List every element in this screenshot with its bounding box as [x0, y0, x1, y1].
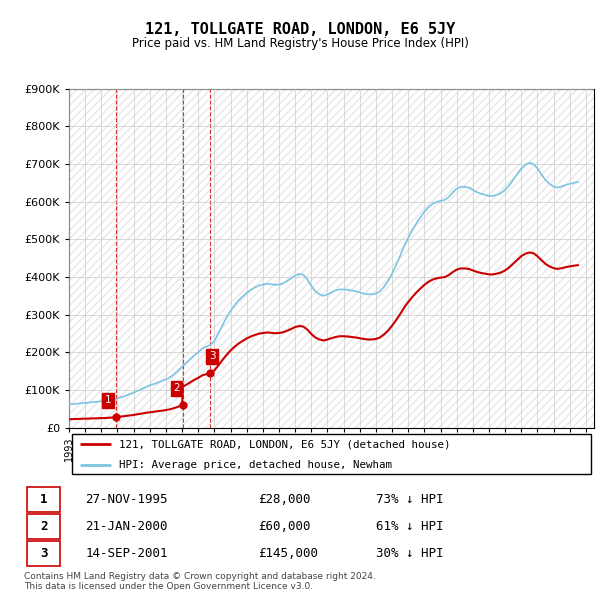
Text: 1: 1 — [104, 395, 111, 405]
Text: 21-JAN-2000: 21-JAN-2000 — [85, 520, 168, 533]
Text: 2: 2 — [40, 520, 47, 533]
Text: 2: 2 — [173, 383, 180, 393]
Text: 73% ↓ HPI: 73% ↓ HPI — [376, 493, 443, 506]
Text: 27-NOV-1995: 27-NOV-1995 — [85, 493, 168, 506]
Text: 121, TOLLGATE ROAD, LONDON, E6 5JY: 121, TOLLGATE ROAD, LONDON, E6 5JY — [145, 22, 455, 37]
Text: £28,000: £28,000 — [259, 493, 311, 506]
Text: 30% ↓ HPI: 30% ↓ HPI — [376, 547, 443, 560]
Text: HPI: Average price, detached house, Newham: HPI: Average price, detached house, Newh… — [119, 460, 392, 470]
FancyBboxPatch shape — [27, 514, 60, 539]
FancyBboxPatch shape — [27, 487, 60, 512]
Text: 14-SEP-2001: 14-SEP-2001 — [85, 547, 168, 560]
Text: Contains HM Land Registry data © Crown copyright and database right 2024.: Contains HM Land Registry data © Crown c… — [24, 572, 376, 581]
Text: £145,000: £145,000 — [259, 547, 319, 560]
Text: 61% ↓ HPI: 61% ↓ HPI — [376, 520, 443, 533]
Text: This data is licensed under the Open Government Licence v3.0.: This data is licensed under the Open Gov… — [24, 582, 313, 590]
FancyBboxPatch shape — [71, 434, 592, 474]
Text: 1: 1 — [40, 493, 47, 506]
FancyBboxPatch shape — [27, 542, 60, 566]
Text: 121, TOLLGATE ROAD, LONDON, E6 5JY (detached house): 121, TOLLGATE ROAD, LONDON, E6 5JY (deta… — [119, 440, 451, 449]
Text: 3: 3 — [209, 351, 215, 361]
Text: Price paid vs. HM Land Registry's House Price Index (HPI): Price paid vs. HM Land Registry's House … — [131, 37, 469, 50]
Text: £60,000: £60,000 — [259, 520, 311, 533]
Text: 3: 3 — [40, 547, 47, 560]
